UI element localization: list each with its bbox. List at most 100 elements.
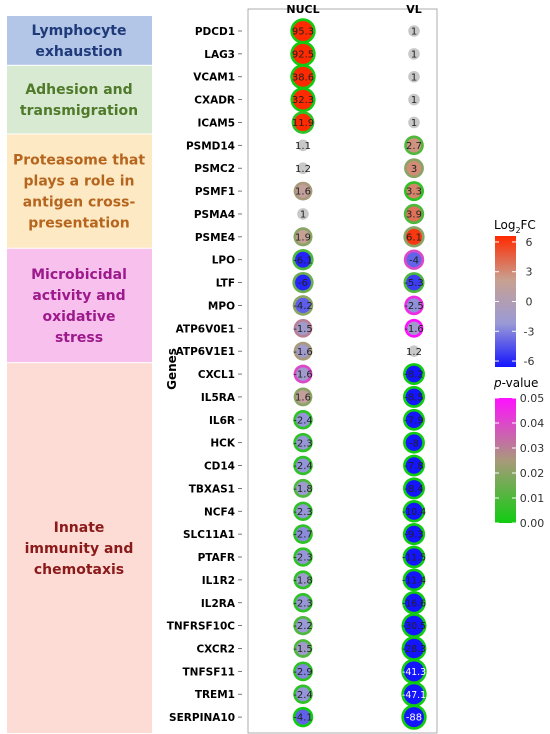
bubble-data-label: -7.9 [404, 415, 424, 426]
bubble: 1.6 [293, 387, 313, 407]
category-label: Lymphocyte exhaustion [32, 23, 127, 60]
bubble: -7.9 [403, 408, 425, 431]
bubble-data-label: -4 [409, 255, 419, 266]
bubble-fill [404, 707, 424, 728]
p-colorbar [495, 398, 516, 523]
bubble-data-label: -8.5 [404, 393, 424, 404]
bubble-fill [295, 251, 311, 268]
bubble: 1.2 [295, 162, 311, 175]
category-label: Microbicidal activity and oxidative stress [31, 267, 127, 346]
bubble: 3 [404, 158, 424, 179]
bubble: -8.4 [402, 477, 426, 500]
category-box [7, 65, 152, 134]
gene-tick-label: PSMF1 [195, 186, 235, 198]
gene-tick-label: CXCR2 [196, 643, 235, 655]
bubble-circle [297, 208, 309, 220]
bubble-circle [408, 70, 420, 83]
bubble-data-label: -30.5 [402, 621, 426, 632]
bubble-data-label: -47.1 [402, 690, 426, 701]
bubble-data-label: 11.9 [292, 118, 314, 129]
bubble-fill [296, 573, 310, 587]
bubble: 3.3 [403, 181, 425, 202]
bubble-fill [406, 228, 422, 245]
bubble-fill [406, 160, 422, 176]
gene-tick-label: TNFSF11 [183, 666, 235, 678]
bubble: -10.4 [402, 500, 426, 523]
bubble: 92.5 [290, 41, 316, 67]
bubble-fill [404, 638, 424, 659]
bubble: 32.3 [290, 87, 316, 113]
bubble-data-label: -2.4 [293, 461, 313, 472]
bubble-fill [405, 457, 423, 474]
bubble-fill [404, 615, 424, 636]
bubble-fill [405, 434, 423, 451]
bubble: 1 [297, 208, 309, 221]
bubble: -6.1 [292, 249, 314, 271]
bubble: -1.6 [293, 364, 313, 384]
bubble-fill [296, 390, 310, 404]
gene-tick-label: LPO [212, 255, 235, 267]
bubble-data-label: -7.8 [404, 461, 424, 472]
bubble-data-label: -10.4 [402, 507, 426, 518]
bubble-data-label: 1.2 [295, 164, 311, 175]
bubble-fill [295, 458, 311, 473]
bubble: -6 [292, 271, 314, 294]
gene-tick-label: TNFRSF10C [167, 621, 236, 633]
bubble: -1.5 [293, 639, 313, 658]
bubble-fill [296, 641, 310, 656]
bubble-fill [406, 298, 422, 313]
fc-tick-label: -3 [524, 325, 535, 338]
gene-tick-label: IL2RA [201, 598, 236, 610]
bubble-fill [407, 321, 421, 336]
bubble-data-label: 1 [411, 27, 417, 38]
fc-tick-label: 6 [526, 236, 533, 249]
bubble: -2.2 [293, 615, 313, 636]
bubble: -1.6 [404, 318, 424, 338]
gene-tick-label: CXADR [194, 95, 235, 107]
bubble-data-label: 1.6 [295, 393, 311, 404]
fc-tick-label: -6 [524, 355, 535, 368]
bubble-data-label: 1.1 [295, 141, 311, 152]
bubble-data-label: 3.3 [406, 187, 422, 198]
bubble: -47.1 [401, 681, 427, 707]
bubble-fill [296, 550, 310, 565]
bubble: -2.4 [293, 684, 313, 704]
bubble: -30.5 [401, 613, 427, 639]
bubble-data-label: -4.1 [293, 713, 313, 724]
bubble-fill [405, 548, 423, 566]
bubble-data-label: -41.3 [402, 667, 426, 678]
bubble-fill [295, 664, 311, 679]
bubble-data-label: -5.3 [404, 278, 424, 289]
category-label: Innate immunity and chemotaxis [25, 520, 134, 578]
bubble-data-label: 1 [411, 118, 417, 129]
bubble-data-label: 1 [300, 210, 306, 221]
bubble: 1 [408, 70, 420, 83]
bubble-data-label: 1.6 [295, 187, 311, 198]
gene-tick-label: CXCL1 [198, 369, 235, 381]
bubble: -2.3 [293, 432, 313, 453]
bubble-fill [295, 274, 311, 291]
bubble-fill [406, 138, 422, 153]
bubble: 1.6 [293, 181, 313, 201]
bubble: -9.3 [402, 523, 426, 546]
bubble-fill [404, 684, 424, 705]
bubble-data-label: 32.3 [292, 95, 314, 106]
bubble-fill [405, 502, 423, 520]
bubble-data-label: -1.5 [293, 324, 313, 335]
bubble-fill [293, 89, 313, 110]
gene-tick-label: LAG3 [204, 49, 235, 61]
bubble: 1.2 [406, 345, 422, 358]
bubble-fill [294, 113, 312, 132]
bubble: -8.2 [403, 363, 425, 386]
bubble: -11.5 [402, 545, 426, 569]
bubble-circle [408, 116, 420, 129]
bubble: 1 [408, 116, 420, 129]
fc-tick-label: 0 [526, 296, 533, 309]
bubble-data-label: 92.5 [292, 49, 314, 60]
bubble-circle [408, 93, 420, 106]
bubble-data-label: 2.7 [406, 141, 422, 152]
bubble: -1.8 [293, 478, 313, 498]
bubble: -1.5 [293, 318, 313, 338]
category-label: Proteasome that plays a role in antigen cr… [13, 153, 145, 232]
